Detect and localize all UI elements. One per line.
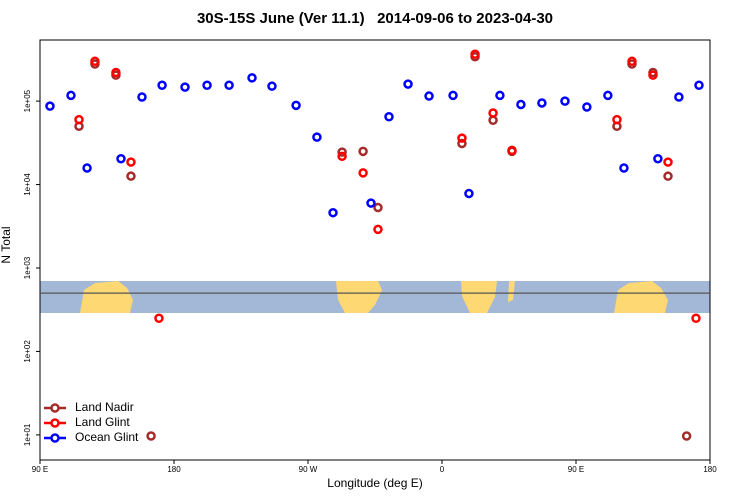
point [507, 145, 517, 156]
point [488, 108, 498, 118]
point [603, 90, 613, 101]
point [146, 431, 156, 441]
point [537, 98, 547, 108]
point [470, 49, 480, 59]
point [663, 157, 673, 167]
point [82, 163, 92, 173]
point [137, 92, 147, 102]
point [358, 146, 368, 157]
point [448, 90, 458, 101]
point [457, 138, 467, 149]
point [366, 198, 376, 208]
legend-marker [50, 433, 60, 443]
point [202, 80, 212, 90]
x-tick-label: 180 [703, 465, 717, 474]
legend-marker [50, 418, 60, 428]
point [653, 153, 663, 164]
point [691, 313, 701, 323]
point [674, 92, 684, 102]
point [111, 67, 121, 78]
legend-label: Land Nadir [75, 400, 134, 414]
point [627, 56, 637, 67]
point [457, 133, 467, 143]
x-tick-label: 90 W [299, 465, 318, 474]
point [337, 151, 347, 162]
x-tick-label: 0 [440, 465, 445, 474]
plot-frame [39, 39, 711, 461]
y-tick-label: 1e+05 [23, 89, 32, 112]
point [488, 115, 498, 125]
map-strip [40, 281, 710, 313]
point [516, 99, 526, 110]
point [267, 81, 277, 91]
point [157, 80, 167, 90]
point [126, 171, 136, 181]
y-tick-label: 1e+02 [23, 340, 32, 363]
point [312, 132, 322, 142]
point [116, 153, 126, 164]
point [45, 101, 55, 111]
point [66, 90, 76, 101]
point [384, 111, 394, 122]
point [247, 73, 257, 83]
point [74, 114, 84, 125]
y-tick-label: 1e+04 [23, 173, 32, 196]
point [224, 80, 234, 90]
point [403, 79, 413, 89]
point [373, 224, 383, 235]
legend-label: Land Glint [75, 415, 130, 429]
point [291, 100, 301, 111]
y-tick-label: 1e+01 [23, 423, 32, 446]
x-tick-label: 90 E [568, 465, 584, 474]
point [154, 313, 164, 323]
point [648, 70, 658, 80]
point [464, 188, 474, 199]
point [560, 96, 570, 106]
point [619, 163, 629, 173]
y-tick-label: 1e+03 [23, 256, 32, 279]
x-axis-label: Longitude (deg E) [327, 476, 422, 490]
point [612, 114, 622, 125]
point [358, 168, 368, 178]
legend-label: Ocean Glint [75, 430, 139, 444]
chart-title: 30S-15S June (Ver 11.1) 2014-09-06 to 20… [197, 10, 553, 27]
point [694, 80, 704, 90]
point [126, 157, 136, 167]
point [495, 90, 505, 101]
point [337, 147, 347, 157]
point [90, 56, 100, 67]
point [180, 82, 190, 92]
point [328, 207, 338, 218]
point [373, 202, 383, 213]
x-tick-label: 90 E [32, 465, 48, 474]
legend-marker [50, 403, 60, 413]
point [663, 171, 673, 181]
point [681, 431, 692, 441]
y-axis-label: N Total [0, 226, 13, 263]
point [582, 102, 592, 112]
point [424, 91, 434, 101]
x-tick-label: 180 [167, 465, 181, 474]
